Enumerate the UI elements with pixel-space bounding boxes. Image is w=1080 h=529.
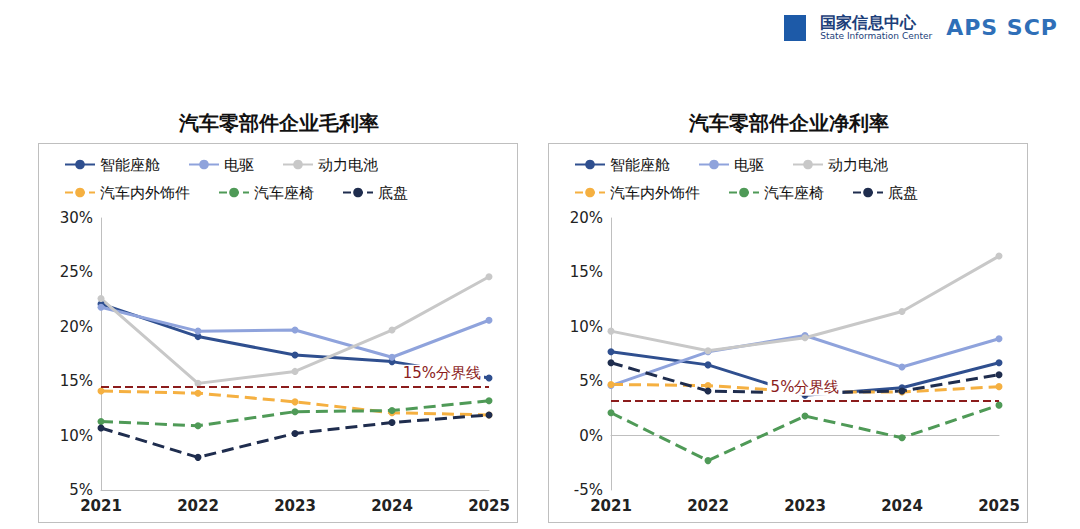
svg-text:2024: 2024	[881, 497, 923, 515]
svg-text:动力电池: 动力电池	[828, 156, 888, 174]
svg-text:汽车内外饰件: 汽车内外饰件	[100, 184, 190, 202]
svg-text:2021: 2021	[80, 497, 122, 515]
svg-text:汽车座椅: 汽车座椅	[254, 184, 314, 202]
svg-text:15%: 15%	[570, 263, 603, 281]
svg-text:底盘: 底盘	[378, 184, 408, 202]
svg-text:5%: 5%	[579, 372, 603, 390]
svg-text:20%: 20%	[570, 209, 603, 227]
svg-text:-5%: -5%	[573, 481, 603, 499]
svg-text:2023: 2023	[784, 497, 826, 515]
svg-text:5%: 5%	[69, 481, 93, 499]
svg-text:电驱: 电驱	[734, 156, 764, 174]
svg-text:电驱: 电驱	[224, 156, 254, 174]
svg-text:30%: 30%	[60, 209, 93, 227]
svg-text:2025: 2025	[978, 497, 1020, 515]
svg-text:2023: 2023	[274, 497, 316, 515]
svg-text:25%: 25%	[60, 263, 93, 281]
svg-text:2021: 2021	[590, 497, 632, 515]
svg-text:智能座舱: 智能座舱	[610, 156, 670, 174]
svg-text:15%: 15%	[60, 372, 93, 390]
svg-text:动力电池: 动力电池	[318, 156, 378, 174]
svg-text:2025: 2025	[468, 497, 510, 515]
html-text:国家信息中心: 国家信息中心	[820, 13, 917, 32]
svg-text:5%分界线: 5%分界线	[771, 378, 840, 396]
svg-text:10%: 10%	[570, 318, 603, 336]
svg-text:20%: 20%	[60, 318, 93, 336]
svg-text:2022: 2022	[687, 497, 729, 515]
svg-text:2024: 2024	[371, 497, 413, 515]
svg-text:2022: 2022	[177, 497, 219, 515]
svg-text:汽车内外饰件: 汽车内外饰件	[610, 184, 700, 202]
svg-text:汽车座椅: 汽车座椅	[764, 184, 824, 202]
html-text:State Information Center: State Information Center	[820, 30, 933, 41]
svg-text:15%分界线: 15%分界线	[403, 364, 481, 382]
html-text:汽车零部件企业毛利率: 汽车零部件企业毛利率	[179, 111, 379, 135]
svg-text:10%: 10%	[60, 427, 93, 445]
html-text:APS SCP: APS SCP	[946, 15, 1058, 41]
svg-text:底盘: 底盘	[888, 184, 918, 202]
html-text:汽车零部件企业净利率: 汽车零部件企业净利率	[689, 111, 889, 135]
svg-text:智能座舱: 智能座舱	[100, 156, 160, 174]
svg-text:0%: 0%	[579, 427, 603, 445]
